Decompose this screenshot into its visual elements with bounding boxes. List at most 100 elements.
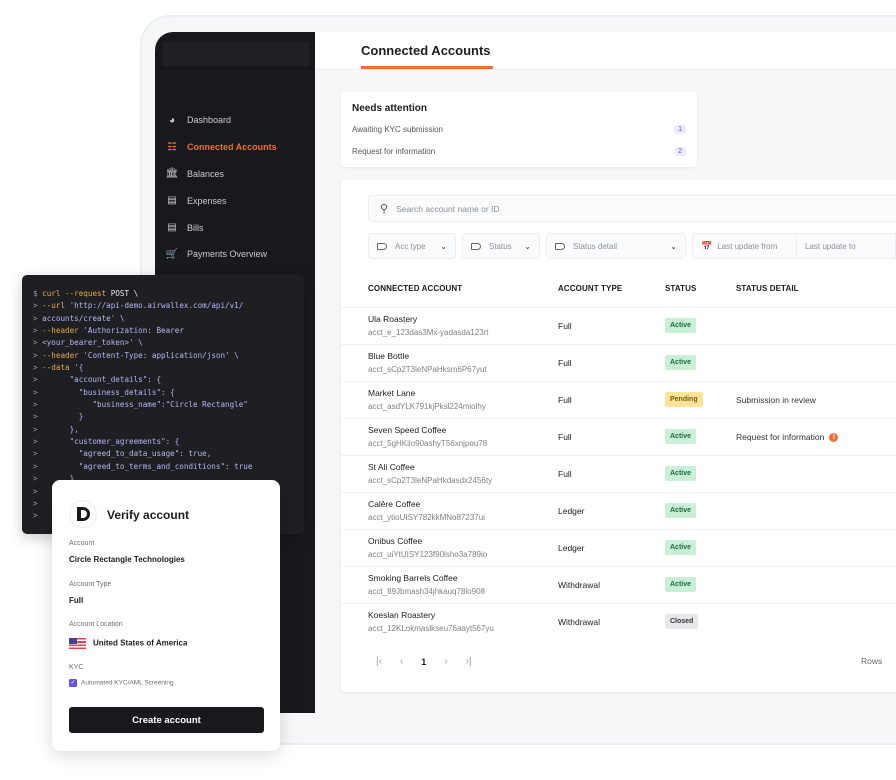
code-token: > — [33, 313, 43, 323]
status-badge: Active — [665, 355, 697, 370]
chevron-down-icon: ⌄ — [670, 241, 677, 251]
code-token: } — [69, 474, 75, 484]
table-row[interactable]: Calêre Coffee acct_ytioUISY782kkMNo87237… — [341, 492, 896, 529]
column-header[interactable]: STATUS — [665, 284, 697, 293]
acc-type-filter[interactable]: Acc type ⌄ — [368, 233, 456, 259]
status-detail: Request for information! — [736, 432, 839, 442]
tag-icon — [377, 242, 387, 250]
code-token: }, — [69, 424, 79, 434]
status-detail-filter[interactable]: Status detail ⌄ — [546, 233, 686, 259]
page-title[interactable]: Connected Accounts — [361, 43, 491, 58]
account-type: Ledger — [558, 506, 585, 516]
code-line: > }, — [33, 424, 304, 436]
code-token: 'Authorization: Bearer — [83, 326, 184, 336]
kyc-option-label: Automated KYC/AML Screening — [81, 679, 174, 687]
account-name[interactable]: Ula Roastery — [368, 314, 418, 324]
sidebar-item-label: Connected Accounts — [187, 142, 277, 153]
code-token: "customer_agreements": { — [69, 437, 180, 447]
code-token: "account_details": { — [69, 375, 162, 385]
account-id: acct_uiYtUISY123f90lsho3a789io — [368, 550, 488, 559]
code-token: > — [33, 449, 79, 459]
account-label: Account — [69, 540, 95, 547]
sidebar-item-label: Payments Overview — [187, 249, 268, 260]
prev-page-icon[interactable]: ‹ — [399, 656, 404, 667]
checkbox-checked-icon[interactable]: ✓ — [69, 679, 77, 687]
count-badge: 1 — [674, 125, 686, 134]
code-token: --data — [42, 363, 75, 373]
account-name[interactable]: Onibus Coffee — [368, 536, 423, 546]
account-name[interactable]: Market Lane — [368, 388, 416, 398]
sidebar-item-expenses[interactable]: ▤ Expenses — [155, 187, 315, 214]
code-line: > } — [33, 411, 304, 423]
table-row[interactable]: Koeslan Roastery acct_12KLokmaslkseu76aa… — [341, 603, 896, 640]
status-detail: Submission in review — [736, 395, 816, 405]
status-detail-text: Request for information — [736, 432, 825, 442]
modal-title: Verify account — [107, 508, 190, 522]
account-name[interactable]: St Ali Coffee — [368, 462, 415, 472]
last-page-icon[interactable]: ›| — [465, 656, 472, 667]
code-token: accounts/create' \ — [42, 313, 125, 323]
create-account-button[interactable]: Create account — [69, 707, 264, 733]
code-line: > — [33, 510, 304, 522]
code-token: > — [33, 412, 79, 422]
code-token: <your_bearer_token>' \ — [42, 338, 143, 348]
table-row[interactable]: St Ali Coffee acct_sCp2T3leNPaHkdasdx245… — [341, 455, 896, 492]
account-name[interactable]: Seven Speed Coffee — [368, 425, 447, 435]
filter-label: Acc type — [395, 241, 426, 251]
date-from-input[interactable]: 📅 Last update from — [692, 233, 797, 259]
sidebar-item-connected-accounts[interactable]: ☷ Connected Accounts — [155, 134, 315, 161]
search-input[interactable]: ⚲ Search account name or ID — [368, 195, 896, 222]
account-id: acct_ytioUISY782kkMNo87237ui — [368, 513, 485, 522]
account-type: Ledger — [558, 543, 585, 553]
warning-icon: ! — [829, 432, 839, 442]
account-type: Withdrawal — [558, 580, 601, 590]
code-line: > --url 'http://api-demo.airwallex.com/a… — [33, 300, 304, 312]
document-icon: ▤ — [167, 222, 177, 234]
table-row[interactable]: Seven Speed Coffee acct_5gHKilo90ashyT56… — [341, 418, 896, 455]
sidebar-item-bills[interactable]: ▤ Bills — [155, 214, 315, 241]
account-name[interactable]: Koeslan Roastery — [368, 610, 436, 620]
sidebar-item-dashboard[interactable]: ◕ Dashboard — [155, 107, 315, 134]
code-token: 'Content-Type: application/json' \ — [83, 350, 239, 360]
table-row[interactable]: Ula Roastery acct_e_123das3Mx-yadasda123… — [341, 307, 896, 344]
account-name[interactable]: Blue Bottle — [368, 351, 410, 361]
account-name[interactable]: Smoking Barrels Coffee — [368, 573, 458, 583]
status-badge: Active — [665, 429, 697, 444]
needs-attention-title: Needs attention — [352, 103, 428, 114]
sidebar-item-payments-overview[interactable]: 🛒 Payments Overview — [155, 241, 315, 268]
code-token: > — [33, 498, 43, 508]
table-row[interactable]: Blue Bottle acct_sCp2T3leNPaHksm6P67yut … — [341, 344, 896, 381]
account-type-label: Account Type — [69, 581, 112, 588]
column-header[interactable]: STATUS DETAIL — [736, 284, 799, 293]
status-filter[interactable]: Status ⌄ — [462, 233, 540, 259]
account-type: Full — [558, 358, 572, 368]
column-header[interactable]: CONNECTED ACCOUNT — [368, 284, 463, 293]
first-page-icon[interactable]: |‹ — [376, 656, 382, 667]
table-row[interactable]: Onibus Coffee acct_uiYtUISY123f90lsho3a7… — [341, 529, 896, 566]
code-line: > --header 'Content-Type: application/js… — [33, 350, 304, 362]
filter-label: Status detail — [573, 241, 618, 251]
status-badge: Active — [665, 577, 697, 592]
column-header[interactable]: ACCOUNT TYPE — [558, 284, 623, 293]
next-page-icon[interactable]: › — [444, 656, 448, 667]
gauge-icon: ◕ — [168, 114, 176, 126]
attention-item[interactable]: Awaiting KYC submission 1 — [352, 125, 686, 134]
table-row[interactable]: Market Lane acct_asdYLK791kjPksl224miolh… — [341, 381, 896, 418]
account-name[interactable]: Calêre Coffee — [368, 499, 421, 509]
code-token: "business_name":"Circle Rectangle" — [92, 400, 248, 410]
account-type: Full — [558, 432, 572, 442]
network-icon: ☷ — [167, 141, 177, 153]
code-token: --url — [42, 301, 70, 311]
account-id: acct_e_123das3Mx-yadasda123rt — [368, 328, 489, 337]
attention-item[interactable]: Request for information 2 — [352, 147, 686, 156]
table-row[interactable]: Smoking Barrels Coffee acct_89Jbmash34jh… — [341, 566, 896, 603]
code-line: $ curl --request POST \ — [33, 288, 304, 300]
sidebar-item-label: Expenses — [187, 195, 227, 206]
date-to-input[interactable]: Last update to — [796, 233, 896, 259]
status-badge: Active — [665, 318, 697, 333]
bank-icon: 🏛 — [165, 168, 179, 180]
sidebar-item-balances[interactable]: 🏛 Balances — [155, 161, 315, 188]
account-type-value: Full — [69, 596, 84, 605]
current-page[interactable]: 1 — [421, 656, 427, 667]
kyc-checkbox[interactable]: ✓ Automated KYC/AML Screening — [69, 679, 174, 687]
